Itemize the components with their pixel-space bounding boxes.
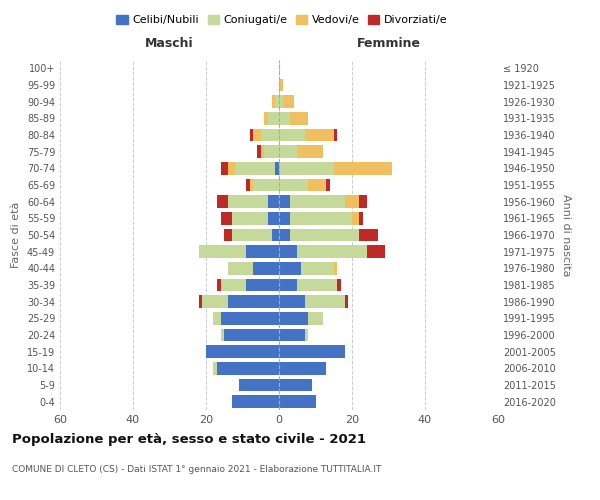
Bar — [265, 146, 279, 158]
Bar — [221, 162, 228, 174]
Bar — [283, 96, 293, 108]
Bar — [326, 179, 330, 192]
Bar — [297, 246, 367, 258]
Bar — [279, 146, 297, 158]
Bar — [232, 396, 279, 408]
Bar — [290, 196, 344, 208]
Bar — [253, 179, 279, 192]
Bar — [206, 346, 279, 358]
Bar — [261, 146, 265, 158]
Bar — [235, 162, 275, 174]
Bar — [202, 296, 228, 308]
Bar — [253, 262, 279, 274]
Bar — [279, 96, 283, 108]
Bar — [221, 279, 246, 291]
Bar — [279, 296, 305, 308]
Bar — [344, 296, 349, 308]
Bar — [221, 212, 232, 224]
Bar — [279, 346, 344, 358]
Bar — [308, 312, 323, 324]
Bar — [359, 229, 377, 241]
Bar — [275, 96, 279, 108]
Bar — [344, 196, 359, 208]
Bar — [268, 112, 279, 124]
Bar — [279, 112, 290, 124]
Bar — [228, 296, 279, 308]
Bar — [279, 279, 297, 291]
Bar — [246, 179, 250, 192]
Bar — [272, 96, 275, 108]
Bar — [217, 279, 221, 291]
Bar — [301, 262, 334, 274]
Bar — [239, 379, 279, 391]
Bar — [257, 146, 261, 158]
Y-axis label: Anni di nascita: Anni di nascita — [561, 194, 571, 276]
Bar — [217, 196, 228, 208]
Bar — [228, 262, 253, 274]
Bar — [199, 246, 246, 258]
Bar — [224, 329, 279, 341]
Bar — [228, 196, 268, 208]
Bar — [265, 112, 268, 124]
Bar — [359, 212, 363, 224]
Bar — [253, 129, 261, 141]
Bar — [199, 296, 202, 308]
Bar — [334, 129, 337, 141]
Bar — [279, 196, 290, 208]
Bar — [305, 129, 334, 141]
Bar — [279, 379, 312, 391]
Bar — [246, 246, 279, 258]
Bar — [279, 329, 305, 341]
Bar — [308, 179, 326, 192]
Bar — [272, 229, 279, 241]
Bar — [214, 312, 221, 324]
Bar — [221, 329, 224, 341]
Bar — [275, 162, 279, 174]
Text: Popolazione per età, sesso e stato civile - 2021: Popolazione per età, sesso e stato civil… — [12, 432, 366, 446]
Bar — [290, 212, 352, 224]
Bar — [290, 229, 359, 241]
Bar — [261, 129, 279, 141]
Bar — [268, 196, 279, 208]
Bar — [337, 279, 341, 291]
Bar — [297, 146, 323, 158]
Bar — [232, 212, 268, 224]
Legend: Celibi/Nubili, Coniugati/e, Vedovi/e, Divorziati/e: Celibi/Nubili, Coniugati/e, Vedovi/e, Di… — [112, 10, 452, 30]
Bar — [246, 279, 279, 291]
Bar — [334, 262, 337, 274]
Bar — [250, 179, 253, 192]
Bar — [279, 179, 308, 192]
Bar — [279, 129, 305, 141]
Bar — [224, 229, 232, 241]
Bar — [352, 212, 359, 224]
Bar — [279, 162, 334, 174]
Bar — [279, 396, 316, 408]
Bar — [279, 312, 308, 324]
Bar — [250, 129, 253, 141]
Bar — [334, 162, 392, 174]
Text: Femmine: Femmine — [356, 37, 421, 50]
Bar — [279, 246, 297, 258]
Text: COMUNE DI CLETO (CS) - Dati ISTAT 1° gennaio 2021 - Elaborazione TUTTITALIA.IT: COMUNE DI CLETO (CS) - Dati ISTAT 1° gen… — [12, 466, 382, 474]
Bar — [290, 112, 308, 124]
Y-axis label: Fasce di età: Fasce di età — [11, 202, 21, 268]
Bar — [367, 246, 385, 258]
Bar — [279, 79, 283, 92]
Bar — [217, 362, 279, 374]
Bar — [279, 229, 290, 241]
Bar — [359, 196, 367, 208]
Bar — [268, 212, 279, 224]
Bar — [297, 279, 337, 291]
Bar — [221, 312, 279, 324]
Bar — [305, 329, 308, 341]
Bar — [279, 362, 326, 374]
Text: Maschi: Maschi — [145, 37, 194, 50]
Bar — [305, 296, 345, 308]
Bar — [214, 362, 217, 374]
Bar — [228, 162, 235, 174]
Bar — [279, 262, 301, 274]
Bar — [232, 229, 272, 241]
Bar — [279, 212, 290, 224]
